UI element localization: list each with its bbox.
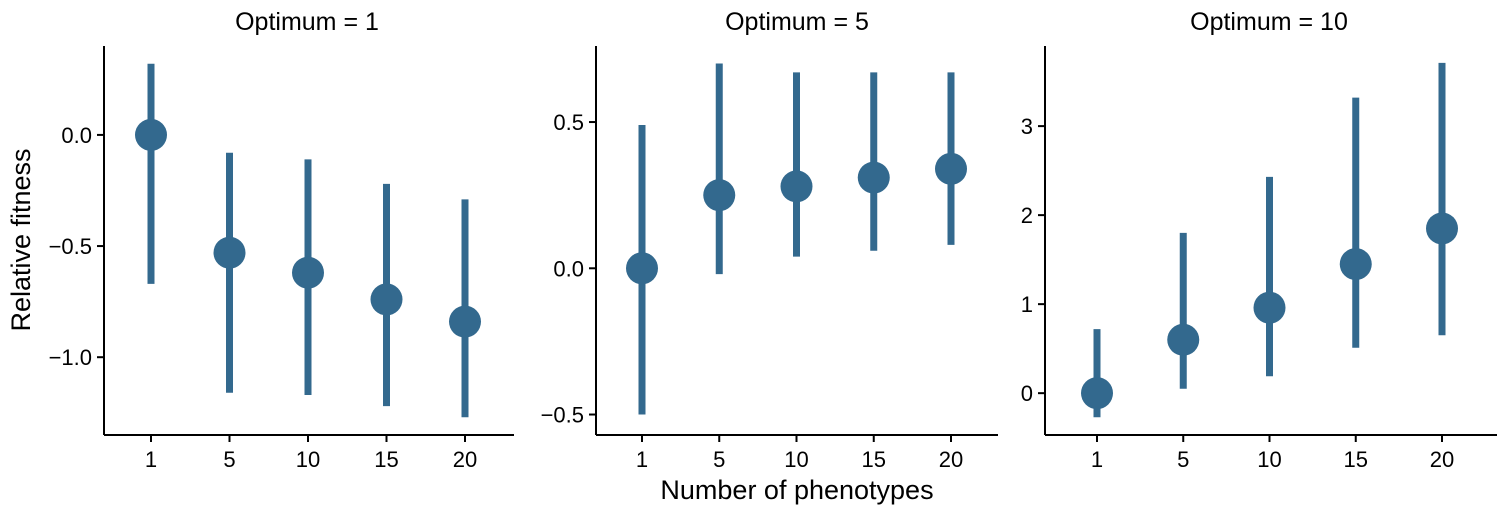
y-tick-label: −0.5 <box>49 234 92 259</box>
panel-title: Optimum = 5 <box>725 8 869 36</box>
data-point <box>780 170 813 203</box>
data-point <box>1081 377 1113 410</box>
y-tick-label: −1.0 <box>49 345 92 370</box>
x-tick-label: 10 <box>1257 447 1281 472</box>
data-point <box>857 161 890 194</box>
data-point <box>1253 291 1286 324</box>
data-point <box>626 252 658 285</box>
x-tick-label: 1 <box>636 447 648 472</box>
data-point <box>703 179 736 212</box>
x-tick-label: 1 <box>1091 447 1103 472</box>
panel-optimum-5: Optimum = 50.50.0−0.51 5 10 15 20 <box>541 8 998 472</box>
x-tick-label: 15 <box>1344 447 1368 472</box>
y-axis-label: Relative fitness <box>6 148 36 331</box>
panel-title: Optimum = 1 <box>235 8 379 36</box>
x-tick-label: 1 <box>145 447 157 472</box>
x-tick-label: 5 <box>1177 447 1189 472</box>
x-axis-label: Number of phenotypes <box>660 475 933 505</box>
data-point <box>370 283 403 316</box>
y-tick-label: −0.5 <box>541 403 584 428</box>
x-tick-label: 5 <box>223 447 235 472</box>
y-tick-label: 3 <box>1021 114 1033 139</box>
data-point <box>213 236 246 269</box>
x-tick-label: 20 <box>453 447 477 472</box>
y-tick-label: 0 <box>1021 381 1033 406</box>
data-point <box>1167 323 1200 356</box>
x-tick-label: 15 <box>862 447 886 472</box>
data-point <box>1339 248 1372 281</box>
y-tick-label: 0.0 <box>553 256 584 281</box>
x-tick-label: 15 <box>374 447 398 472</box>
data-point <box>292 256 324 289</box>
y-tick-label: 0.0 <box>61 123 92 148</box>
x-tick-label: 10 <box>296 447 320 472</box>
x-tick-label: 20 <box>1430 447 1454 472</box>
data-point <box>935 152 967 185</box>
data-point <box>1426 212 1458 245</box>
y-tick-label: 0.5 <box>553 110 584 135</box>
x-tick-label: 10 <box>784 447 808 472</box>
y-tick-label: 2 <box>1021 203 1033 228</box>
data-point <box>135 118 167 151</box>
x-tick-label: 5 <box>713 447 725 472</box>
panel-optimum-1: Optimum = 10.0−0.5−1.01 5 10 15 20 <box>49 8 514 472</box>
data-point <box>449 305 481 338</box>
panel-title: Optimum = 10 <box>1190 8 1348 36</box>
y-tick-label: 1 <box>1021 292 1033 317</box>
x-tick-label: 20 <box>939 447 963 472</box>
